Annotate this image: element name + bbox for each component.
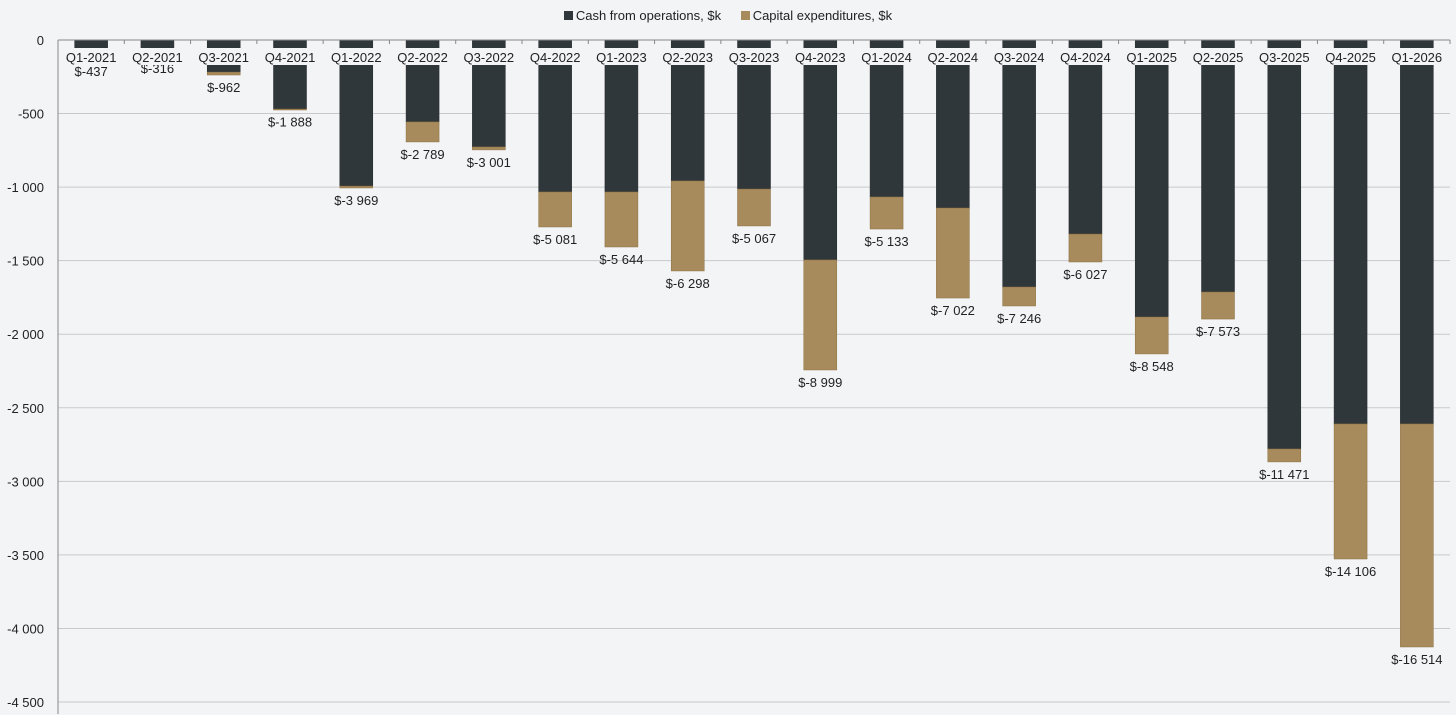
bar-capex [405,121,440,143]
y-tick-label: -4 500 [7,695,44,710]
data-label: $-3 969 [334,193,378,208]
category-label-band [59,48,1451,65]
bar-operations [604,39,639,193]
y-tick-label: -2 000 [7,327,44,342]
category-label: Q1-2021 [66,50,117,65]
bar-capex [604,191,639,248]
data-label: $-8 999 [798,375,842,390]
y-tick-label: -500 [18,107,44,122]
bar-operations [1134,39,1169,318]
bar-capex [1267,448,1302,463]
data-label: $-5 081 [533,232,577,247]
category-label: Q4-2024 [1060,50,1111,65]
data-label: $-2 789 [401,147,445,162]
data-label: $-3 001 [467,155,511,170]
category-label: Q1-2022 [331,50,382,65]
legend: Cash from operations, $k Capital expendi… [0,8,1456,23]
legend-swatch-operations [563,11,573,20]
data-label: $-7 573 [1196,324,1240,339]
category-label: Q4-2021 [265,50,316,65]
bar-operations [1400,39,1434,425]
bar-capex [803,259,838,371]
data-label: $-8 548 [1130,359,1174,374]
data-label: $-6 298 [666,276,710,291]
data-label: $-1 888 [268,115,312,130]
y-tick-label: -2 500 [7,401,44,416]
y-tick-label: -3 500 [7,548,44,563]
legend-label-capex: Capital expenditures, $k [752,8,893,23]
legend-item-operations: Cash from operations, $k [563,8,722,23]
bar-operations [869,39,904,198]
bar-operations [1201,39,1235,293]
bar-operations [1002,39,1036,288]
data-label: $-5 644 [599,252,643,267]
category-label: Q2-2021 [132,50,183,65]
data-label: $-5 133 [865,234,909,249]
bar-capex [1134,316,1169,355]
bar-capex [1333,423,1368,560]
data-label: $-7 246 [997,311,1041,326]
bar-capex [869,196,904,230]
category-label: Q2-2022 [397,50,448,65]
bar-operations [1333,39,1368,425]
data-label: $-962 [207,80,240,95]
category-label: Q3-2022 [464,50,515,65]
category-label: Q1-2024 [861,50,912,65]
legend-label-operations: Cash from operations, $k [575,8,722,23]
y-tick-label: -1 000 [7,180,44,195]
bar-operations [1267,39,1302,450]
bar-capex [1002,286,1036,307]
bar-capex [1068,233,1103,263]
data-label: $-7 022 [931,303,975,318]
data-label: $-14 106 [1325,564,1376,579]
data-label: $-5 067 [732,231,776,246]
category-label: Q1-2025 [1126,50,1177,65]
bar-operations [936,39,970,209]
bar-capex [670,180,705,272]
data-label: $-437 [75,64,108,79]
category-label: Q1-2026 [1392,50,1443,65]
legend-swatch-capex [740,11,750,20]
category-label: Q4-2022 [530,50,581,65]
category-label: Q4-2023 [795,50,846,65]
bar-capex [206,71,241,76]
category-label: Q3-2023 [729,50,780,65]
bar-capex [273,108,307,111]
y-tick-label: -1 500 [7,254,44,269]
category-label: Q2-2024 [928,50,979,65]
category-label: Q3-2021 [198,50,249,65]
bar-capex [1201,291,1235,320]
bar-operations [1068,39,1103,235]
bar-capex [936,207,970,299]
bar-capex [1400,423,1434,648]
category-label: Q2-2023 [662,50,713,65]
bar-capex [339,185,374,189]
bar-operations [538,39,572,193]
bar-capex [737,188,771,227]
category-label: Q3-2025 [1259,50,1310,65]
y-tick-label: 0 [37,33,44,48]
bar-capex [538,191,572,228]
bar-capex [472,146,506,151]
y-tick-label: -3 000 [7,474,44,489]
data-label: $-11 471 [1259,467,1309,482]
data-label: $-6 027 [1063,267,1107,282]
y-tick-label: -4 000 [7,621,44,636]
category-label: Q4-2025 [1325,50,1376,65]
legend-item-capex: Capital expenditures, $k [740,8,893,23]
data-label: $-16 514 [1391,652,1442,667]
bar-operations [803,39,838,261]
category-label: Q2-2025 [1193,50,1244,65]
category-label: Q1-2023 [596,50,647,65]
category-label: Q3-2024 [994,50,1045,65]
